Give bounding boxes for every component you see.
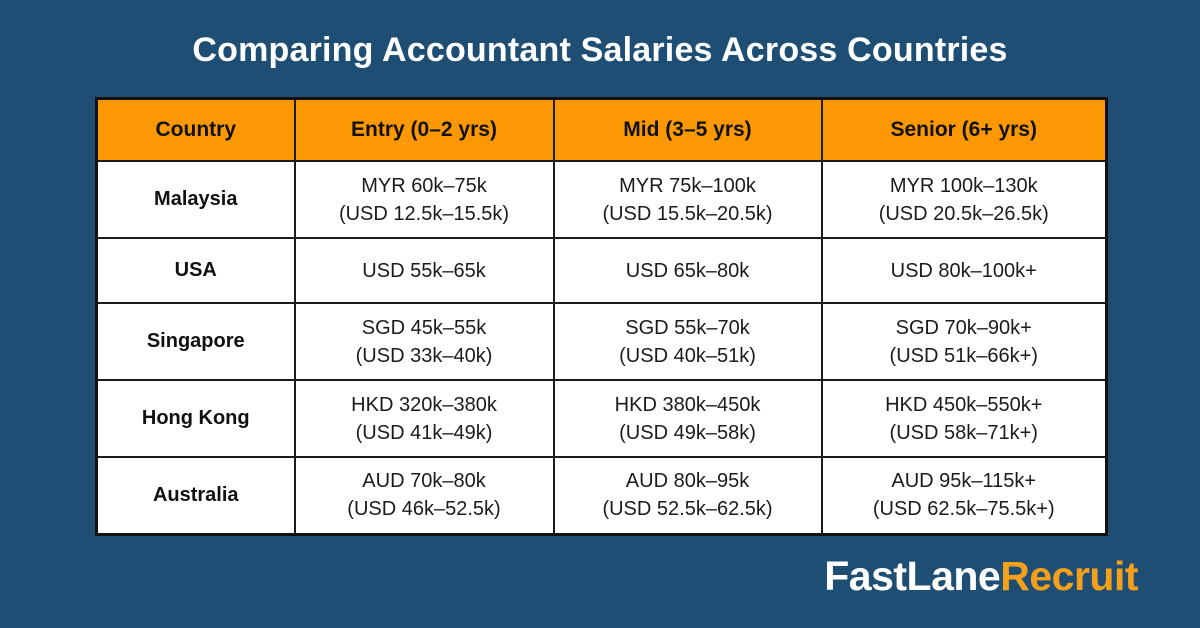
- salary-cell: USD 55k–65k: [293, 237, 555, 304]
- salary-cell: HKD 380k–450k (USD 49k–58k): [552, 379, 823, 458]
- salary-usd: (USD 51k–66k+): [889, 344, 1038, 367]
- salary-local: SGD 55k–70k: [625, 316, 750, 339]
- salary-cell: USD 65k–80k: [552, 237, 823, 304]
- country-name: Australia: [95, 456, 296, 535]
- salary-local: SGD 70k–90k+: [895, 316, 1032, 339]
- salary-cell: HKD 320k–380k (USD 41k–49k): [293, 379, 555, 458]
- salary-local: HKD 320k–380k: [351, 393, 497, 416]
- brand-logo: FastLaneRecruit: [824, 553, 1138, 600]
- column-header-entry: Entry (0–2 yrs): [293, 97, 555, 162]
- salary-usd: (USD 58k–71k+): [889, 421, 1038, 444]
- column-header-mid: Mid (3–5 yrs): [552, 97, 823, 162]
- country-name: Malaysia: [95, 160, 296, 239]
- salary-cell: USD 80k–100k+: [820, 237, 1108, 304]
- salary-usd: (USD 12.5k–15.5k): [338, 202, 510, 225]
- table-row: Malaysia MYR 60k–75k (USD 12.5k–15.5k) M…: [95, 160, 1108, 239]
- salary-local: USD 80k–100k+: [890, 259, 1037, 282]
- country-name: Hong Kong: [95, 379, 296, 458]
- salary-local: MYR 100k–130k: [889, 174, 1038, 197]
- salary-usd: (USD 20.5k–26.5k): [878, 202, 1049, 225]
- salary-usd: (USD 15.5k–20.5k): [602, 202, 773, 225]
- salary-usd: (USD 46k–52.5k): [347, 498, 501, 521]
- salary-local: SGD 45k–55k: [361, 316, 487, 339]
- brand-logo-recruit: Recruit: [1000, 553, 1138, 599]
- table-header: Country Entry (0–2 yrs) Mid (3–5 yrs) Se…: [95, 97, 1108, 162]
- salary-local: AUD 80k–95k: [625, 470, 750, 493]
- country-name: Singapore: [95, 302, 296, 381]
- salary-local: AUD 95k–115k+: [891, 470, 1037, 493]
- salary-usd: (USD 52.5k–62.5k): [602, 498, 773, 521]
- salary-comparison-table: Country Entry (0–2 yrs) Mid (3–5 yrs) Se…: [95, 97, 1108, 536]
- salary-local: USD 65k–80k: [625, 259, 750, 282]
- salary-usd: (USD 33k–40k): [355, 344, 493, 367]
- salary-cell: MYR 60k–75k (USD 12.5k–15.5k): [293, 160, 555, 239]
- brand-logo-fastlane: FastLane: [824, 553, 1001, 599]
- salary-cell: SGD 45k–55k (USD 33k–40k): [293, 302, 555, 381]
- salary-local: HKD 450k–550k+: [885, 393, 1043, 416]
- header-row: Country Entry (0–2 yrs) Mid (3–5 yrs) Se…: [95, 97, 1108, 162]
- salary-cell: AUD 95k–115k+ (USD 62.5k–75.5k+): [820, 456, 1108, 535]
- salary-cell: MYR 75k–100k (USD 15.5k–20.5k): [552, 160, 823, 239]
- salary-local: HKD 380k–450k: [614, 393, 761, 416]
- table-row: Singapore SGD 45k–55k (USD 33k–40k) SGD …: [95, 302, 1108, 381]
- table-row: USA USD 55k–65k USD 65k–80k USD 80k–100k…: [95, 237, 1108, 304]
- page-title: Comparing Accountant Salaries Across Cou…: [192, 31, 1008, 69]
- table-row: Hong Kong HKD 320k–380k (USD 41k–49k) HK…: [95, 379, 1108, 458]
- column-header-senior: Senior (6+ yrs): [820, 97, 1108, 162]
- country-name: USA: [95, 237, 296, 304]
- table-row: Australia AUD 70k–80k (USD 46k–52.5k) AU…: [95, 456, 1108, 535]
- salary-cell: AUD 80k–95k (USD 52.5k–62.5k): [552, 456, 823, 535]
- salary-local: USD 55k–65k: [362, 259, 486, 282]
- salary-cell: HKD 450k–550k+ (USD 58k–71k+): [820, 379, 1108, 458]
- salary-cell: MYR 100k–130k (USD 20.5k–26.5k): [820, 160, 1108, 239]
- salary-usd: (USD 40k–51k): [619, 344, 756, 367]
- column-header-country: Country: [95, 97, 296, 162]
- salary-local: MYR 60k–75k: [361, 174, 487, 197]
- salary-cell: SGD 55k–70k (USD 40k–51k): [552, 302, 823, 381]
- salary-local: AUD 70k–80k: [362, 470, 486, 493]
- salary-usd: (USD 49k–58k): [619, 421, 756, 444]
- salary-local: MYR 75k–100k: [619, 174, 756, 197]
- salary-cell: AUD 70k–80k (USD 46k–52.5k): [293, 456, 555, 535]
- salary-cell: SGD 70k–90k+ (USD 51k–66k+): [820, 302, 1108, 381]
- salary-usd: (USD 41k–49k): [355, 421, 493, 444]
- salary-usd: (USD 62.5k–75.5k+): [872, 498, 1055, 521]
